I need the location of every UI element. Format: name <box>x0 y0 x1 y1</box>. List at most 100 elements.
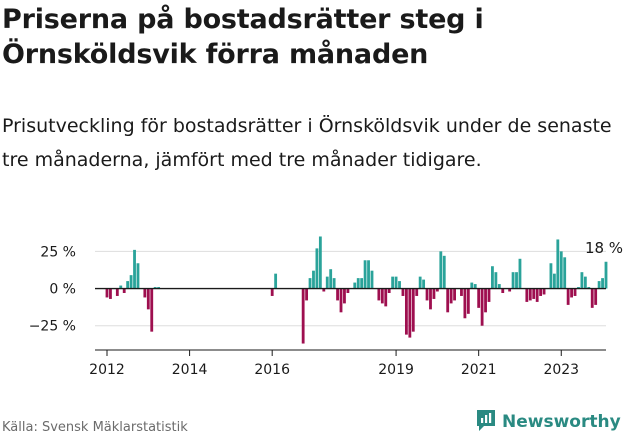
grid: 25 % 0 % −25 % <box>29 244 606 335</box>
bar <box>425 288 429 301</box>
x-tick-label: 2021 <box>461 362 497 378</box>
bar <box>308 278 312 289</box>
bar <box>312 270 315 289</box>
bar <box>387 288 391 293</box>
bar <box>363 260 367 289</box>
bar <box>322 288 326 292</box>
bar <box>343 288 346 304</box>
bar <box>515 272 518 289</box>
chart-title: Priserna på bostadsrätter steg i Örnsköl… <box>2 4 484 70</box>
bar <box>301 288 305 344</box>
bar <box>460 288 463 296</box>
bar <box>377 288 381 301</box>
bar <box>415 288 419 296</box>
bar <box>487 288 491 302</box>
bar <box>511 272 515 289</box>
bar <box>329 269 333 289</box>
bar <box>566 288 570 305</box>
bar <box>339 288 343 313</box>
bar <box>535 288 539 302</box>
bar <box>360 278 364 289</box>
bar <box>336 288 339 301</box>
bar <box>542 288 546 295</box>
bar <box>549 263 553 289</box>
bar <box>577 287 580 289</box>
bar <box>570 288 573 298</box>
bar <box>470 282 474 289</box>
bar-series <box>105 236 608 344</box>
bar <box>398 281 401 289</box>
bar <box>109 288 112 299</box>
bar <box>318 236 322 289</box>
bar <box>136 263 140 289</box>
bar <box>491 266 494 289</box>
bar <box>126 281 130 289</box>
bar <box>367 260 370 289</box>
bar <box>133 249 136 289</box>
bar <box>477 288 481 308</box>
bar <box>418 276 422 289</box>
bar <box>384 288 388 307</box>
x-tick-label: 2019 <box>378 362 414 378</box>
bar <box>556 239 560 289</box>
bar <box>539 288 543 296</box>
bar-chart: 25 % 0 % −25 % 2012 2014 2016 2019 2021 2023 18… <box>29 236 623 378</box>
bar <box>552 273 556 289</box>
bar <box>143 288 147 298</box>
bar <box>305 288 309 301</box>
bar <box>597 281 601 289</box>
bar <box>153 287 157 289</box>
y-tick-label: 25 % <box>40 244 76 260</box>
bar <box>325 276 329 289</box>
bar <box>432 288 436 299</box>
bar <box>380 288 384 304</box>
bar <box>353 282 357 289</box>
bar <box>590 288 594 308</box>
bar <box>463 288 467 319</box>
bar <box>480 288 484 326</box>
bar <box>119 285 123 289</box>
bar <box>594 288 598 305</box>
bar <box>484 288 487 313</box>
bar <box>150 288 154 332</box>
x-tick-label: 2014 <box>172 362 208 378</box>
bar <box>404 288 408 335</box>
bar <box>442 255 446 289</box>
bar <box>332 278 336 289</box>
newsworthy-logo[interactable]: Newsworthy <box>475 408 621 436</box>
bar <box>494 272 498 289</box>
bar <box>583 276 587 289</box>
bar <box>346 288 350 293</box>
axes: 2012 2014 2016 2019 2021 2023 <box>89 287 606 378</box>
bar <box>508 288 512 292</box>
bar <box>439 251 443 289</box>
bar <box>559 251 563 289</box>
bar <box>146 288 150 310</box>
bar <box>449 288 453 304</box>
x-tick-label: 2012 <box>89 362 125 378</box>
source-note: Källa: Svensk Mäklarstatistik <box>2 420 188 435</box>
bar <box>435 288 439 292</box>
bar <box>573 288 577 296</box>
bar <box>356 278 360 289</box>
bar <box>532 288 536 299</box>
bar <box>270 288 274 296</box>
bar <box>429 288 432 310</box>
bar <box>411 288 415 332</box>
bar <box>563 257 567 289</box>
y-tick-label: −25 % <box>29 319 76 335</box>
x-tick-label: 2023 <box>543 362 579 378</box>
x-tick-label: 2016 <box>254 362 290 378</box>
bar <box>274 273 278 289</box>
bar <box>446 288 450 313</box>
bar <box>422 279 426 289</box>
bar <box>473 284 477 289</box>
bar <box>315 248 319 289</box>
bar <box>115 288 119 296</box>
bar <box>453 288 456 301</box>
bar <box>394 276 398 289</box>
bar <box>501 288 505 293</box>
bar <box>129 275 133 289</box>
bar <box>391 276 395 289</box>
bar <box>105 288 109 298</box>
